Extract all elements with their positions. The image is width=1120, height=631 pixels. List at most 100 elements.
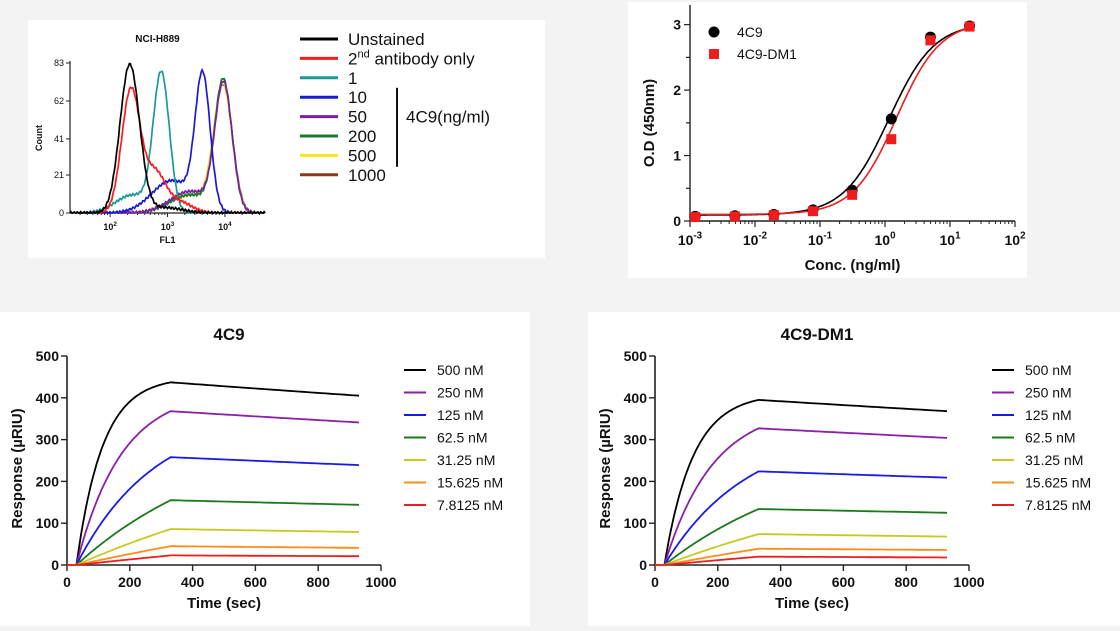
legend-label: 15.625 nM [1025,475,1091,491]
x-axis-label: Time (sec) [187,595,261,612]
legend-marker [709,49,719,59]
chart-title: NCI-H889 [135,34,180,45]
data-point-4c9-dm1 [886,134,897,145]
x-tick-label: 800 [307,574,331,590]
data-point-4c9-dm1 [964,21,975,32]
spr-4c9-panel: 4C9 0 100 200 300 400 500 0 200 400 600 800 1000 Time… [0,312,530,626]
x-tick-label: 600 [832,574,856,590]
legend-label: 4C9 [737,24,763,40]
y-tick-label: 100 [36,515,60,531]
y-tick-label: 0 [59,208,64,218]
legend-label: 62.5 nM [437,430,488,446]
legend-label: 250 nM [1025,385,1072,401]
y-axis-label: O.D (450nm) [641,79,658,167]
flow-histogram-chart: NCI-H889 0 21 41 62 83 102 103 104 FL1 Count Unstai… [34,30,490,245]
y-axis-label: Response (µRIU) [597,408,614,528]
y-axis-label: Count [34,125,44,151]
y-tick-label: 400 [36,390,60,406]
flow-cytometry-panel: NCI-H889 0 21 41 62 83 102 103 104 FL1 Count Unstai… [28,20,545,258]
data-point-4c9-dm1 [768,210,779,221]
data-point-4c9-dm1 [925,35,936,46]
y-tick-label: 500 [36,348,60,364]
legend-label: 7.8125 nM [437,497,503,513]
legend-label: 500 nM [1025,362,1072,378]
histogram-1 [69,70,266,215]
x-tick-label: 10-3 [678,231,703,248]
x-tick-label: 104 [218,221,232,232]
sensorgram-15.625-nm [655,547,948,566]
x-tick-label: 200 [118,574,142,590]
fit-curve-4c9-dm1 [695,27,970,216]
x-tick-label: 1000 [365,574,396,590]
legend-label: 31.25 nM [1025,452,1083,468]
legend-label: 7.8125 nM [1025,497,1091,513]
histogram-unstained [69,62,266,215]
sensorgram-250-nm [655,427,948,566]
x-tick-label: 10-1 [808,231,833,248]
y-tick-label: 500 [624,348,648,364]
legend-label: 10 [348,88,367,107]
y-tick-label: 200 [624,473,648,489]
sensorgram-31.25-nm [655,533,948,566]
legend-label: 50 [348,108,367,127]
x-tick-label: 400 [181,574,205,590]
x-tick-label: 600 [244,574,268,590]
legend-label: 200 [348,127,376,146]
y-tick-label: 100 [624,515,648,531]
x-tick-label: 0 [63,574,71,590]
legend-label: 62.5 nM [1025,430,1076,446]
legend-label: 31.25 nM [437,452,495,468]
spr-4c9-dm1-chart: 4C9-DM1 0 100 200 300 400 500 0 200 400 600 800 1000… [597,325,1091,612]
legend-label: Unstained [348,30,425,49]
legend-label: 125 nM [1025,407,1072,423]
histogram-200 [69,77,266,215]
data-point-4c9-dm1 [807,206,818,217]
y-tick-label: 3 [673,17,681,33]
sensorgram-250-nm [67,410,360,566]
elisa-panel: 0 1 2 3 10-3 10-2 10-1 100 101 102 Conc. (ng/ml) O.… [628,2,1027,278]
x-tick-label: 1000 [953,574,984,590]
legend-group-label: 4C9(ng/ml) [406,108,490,127]
legend-label: 1 [348,69,357,88]
histogram-10 [69,67,266,215]
data-point-4c9 [885,113,897,125]
sensorgram-125-nm [655,470,948,566]
y-tick-label: 0 [51,557,59,573]
legend-label: 15.625 nM [437,475,503,491]
legend-label: 2nd antibody only [348,48,475,68]
y-tick-label: 2 [673,82,681,98]
x-tick-label: 100 [874,231,896,248]
x-tick-label: 102 [1004,231,1026,248]
x-tick-label: 800 [895,574,919,590]
x-axis-label: FL1 [159,235,175,245]
sensorgram-62.5-nm [67,499,360,566]
legend-label: 500 [348,146,376,165]
sensorgram-15.625-nm [67,545,360,566]
y-tick-label: 83 [54,58,64,68]
x-tick-label: 10-2 [743,231,768,248]
y-tick-label: 400 [624,390,648,406]
spr-4c9-dm1-panel: 4C9-DM1 0 100 200 300 400 500 0 200 400 600 800 1000… [588,312,1120,626]
data-point-4c9-dm1 [847,189,858,200]
y-tick-label: 0 [673,213,681,229]
y-tick-label: 0 [639,557,647,573]
x-tick-label: 0 [651,574,659,590]
y-tick-label: 300 [36,432,60,448]
x-tick-label: 101 [939,231,961,248]
legend-label: 500 nM [437,362,484,378]
y-tick-label: 41 [54,134,64,144]
x-tick-label: 103 [161,221,175,232]
sensorgram-125-nm [67,456,360,566]
y-tick-label: 62 [54,96,64,106]
legend-label: 4C9-DM1 [737,46,797,62]
legend-marker [708,26,720,38]
legend-label: 1000 [348,166,386,185]
sensorgram-7.8125-nm [67,554,359,566]
x-tick-label: 200 [706,574,730,590]
y-tick-label: 21 [54,170,64,180]
elisa-binding-chart: 0 1 2 3 10-3 10-2 10-1 100 101 102 Conc. (ng/ml) O.… [641,5,1026,274]
sensorgram-500-nm [67,381,360,566]
data-point-4c9-dm1 [729,211,740,222]
y-tick-label: 300 [624,432,648,448]
y-tick-label: 1 [673,148,681,164]
